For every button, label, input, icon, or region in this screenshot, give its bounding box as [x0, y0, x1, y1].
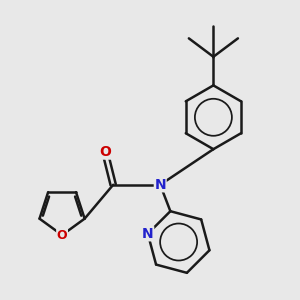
- Text: O: O: [99, 145, 111, 159]
- Text: O: O: [57, 229, 68, 242]
- Text: N: N: [142, 227, 154, 241]
- Text: N: N: [154, 178, 166, 192]
